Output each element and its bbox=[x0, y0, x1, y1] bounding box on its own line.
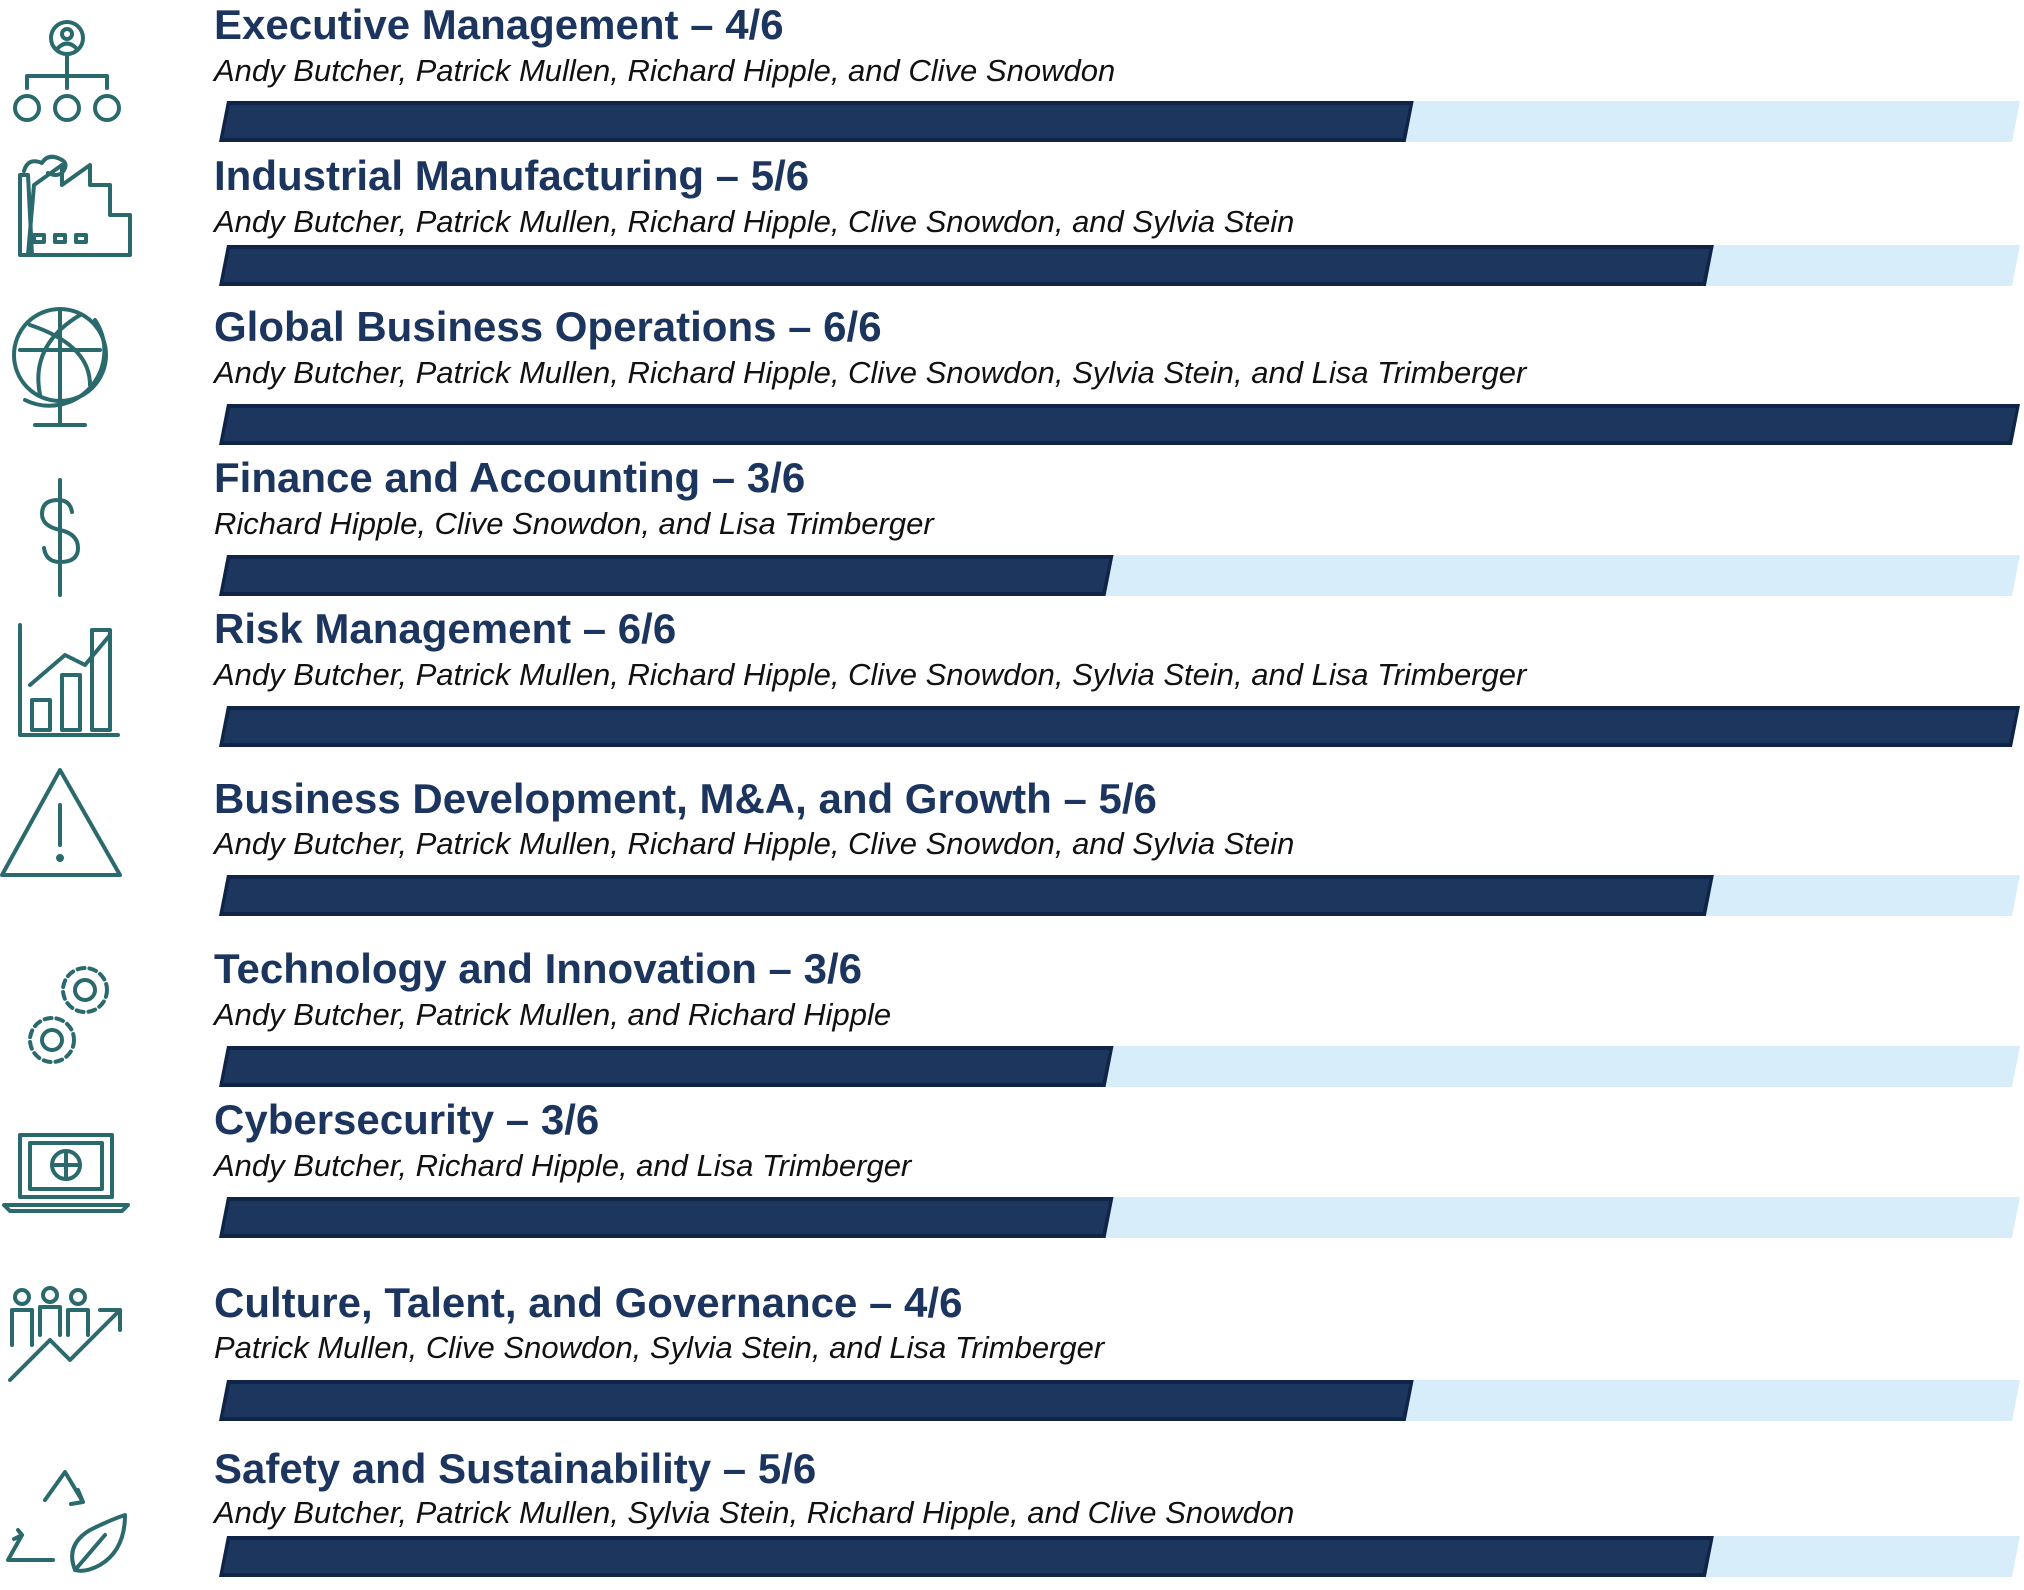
gears-icon bbox=[0, 955, 135, 1090]
category-title: Safety and Sustainability – 5/6 bbox=[214, 1445, 817, 1492]
member-names: Andy Butcher, Patrick Mullen, Sylvia Ste… bbox=[214, 1495, 1295, 1530]
recycle-leaf-icon bbox=[0, 1450, 135, 1585]
progress-fill bbox=[219, 875, 1714, 916]
category-title: Culture, Talent, and Governance – 4/6 bbox=[214, 1279, 963, 1326]
category-title: Technology and Innovation – 3/6 bbox=[214, 945, 862, 992]
category-title: Finance and Accounting – 3/6 bbox=[214, 454, 806, 501]
member-names: Andy Butcher, Patrick Mullen, Richard Hi… bbox=[214, 826, 1295, 861]
member-names: Andy Butcher, Patrick Mullen, Richard Hi… bbox=[214, 657, 1527, 692]
globe-icon bbox=[0, 300, 135, 435]
category-title: Risk Management – 6/6 bbox=[214, 605, 677, 652]
category-title: Cybersecurity – 3/6 bbox=[214, 1096, 600, 1143]
progress-fill bbox=[219, 706, 2020, 747]
member-names: Andy Butcher, Patrick Mullen, Richard Hi… bbox=[214, 53, 1116, 88]
member-names: Andy Butcher, Patrick Mullen, and Richar… bbox=[214, 997, 892, 1032]
category-title: Business Development, M&A, and Growth – … bbox=[214, 775, 1157, 822]
factory-icon bbox=[0, 145, 135, 280]
category-title: Industrial Manufacturing – 5/6 bbox=[214, 152, 810, 199]
member-names: Richard Hipple, Clive Snowdon, and Lisa … bbox=[214, 506, 934, 541]
progress-fill bbox=[219, 101, 1414, 142]
progress-fill bbox=[219, 1380, 1414, 1421]
progress-fill bbox=[219, 1197, 1114, 1238]
dollar-icon bbox=[0, 470, 135, 605]
warning-icon bbox=[0, 760, 135, 895]
progress-fill bbox=[219, 245, 1714, 286]
member-names: Patrick Mullen, Clive Snowdon, Sylvia St… bbox=[214, 1330, 1105, 1365]
bar-chart-icon bbox=[0, 615, 135, 750]
member-names: Andy Butcher, Patrick Mullen, Richard Hi… bbox=[214, 204, 1295, 239]
org-chart-icon bbox=[0, 8, 135, 143]
member-names: Andy Butcher, Richard Hipple, and Lisa T… bbox=[214, 1148, 912, 1183]
category-title: Global Business Operations – 6/6 bbox=[214, 303, 882, 350]
progress-fill bbox=[219, 404, 2020, 445]
category-title: Executive Management – 4/6 bbox=[214, 1, 784, 48]
laptop-globe-icon bbox=[0, 1105, 135, 1240]
progress-fill bbox=[219, 1046, 1114, 1087]
progress-fill bbox=[219, 1536, 1714, 1577]
member-names: Andy Butcher, Patrick Mullen, Richard Hi… bbox=[214, 355, 1527, 390]
people-growth-icon bbox=[0, 1275, 135, 1410]
progress-fill bbox=[219, 555, 1114, 596]
